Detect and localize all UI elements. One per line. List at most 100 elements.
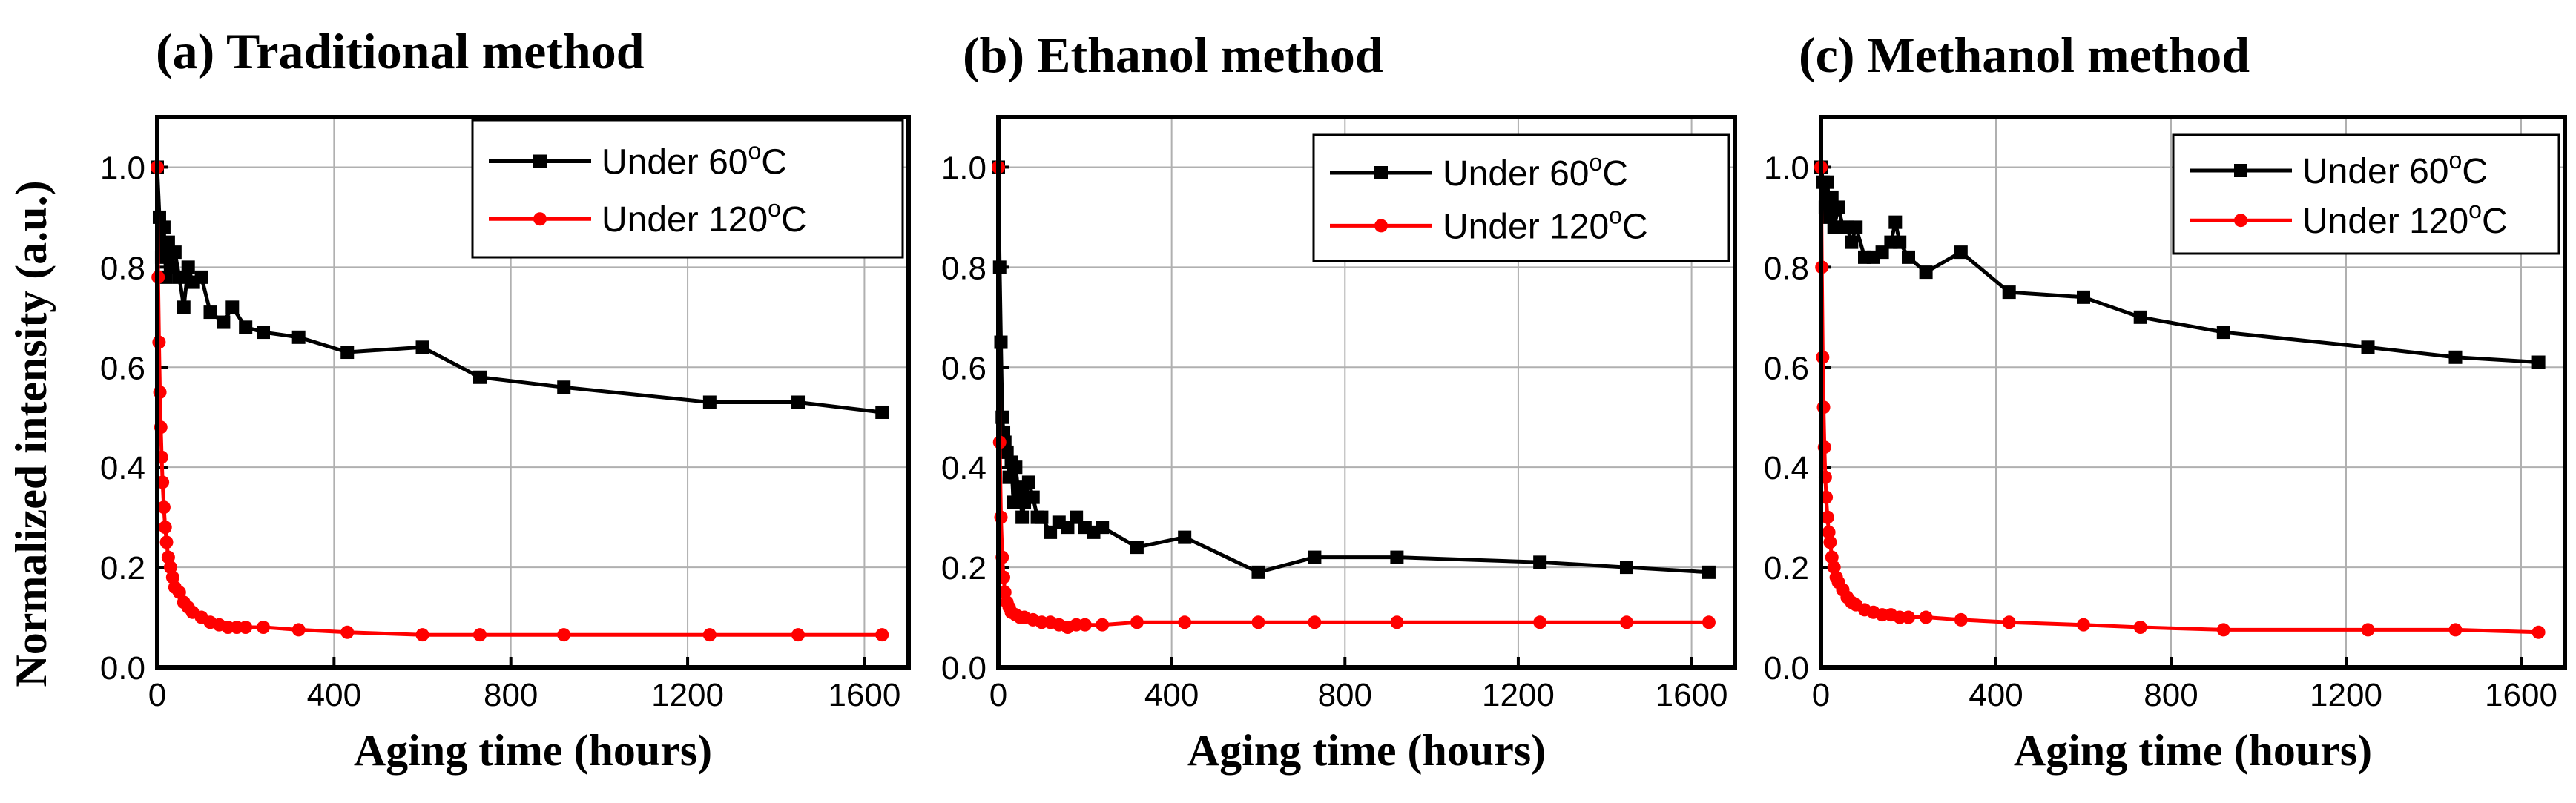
panel-a-series-1-point-14	[172, 585, 186, 599]
panel-b-series-1-point-27	[1702, 615, 1716, 629]
panel-a-series-1-point-24	[257, 621, 271, 635]
panel-b-ytick-label-3: 0.6	[941, 350, 986, 386]
panel-b-series-1-point-5	[998, 585, 1012, 599]
panel-c-series-0-point-11	[1849, 220, 1863, 234]
panel-c-legend-box	[2172, 133, 2560, 255]
panel-a-series-0-point-24	[791, 395, 806, 409]
panel-c-legend-label-0: Under 60oC	[2302, 147, 2488, 191]
panel-c-xtick-label-1: 400	[1969, 677, 2023, 713]
panel-b-xtick-label-1: 400	[1144, 677, 1199, 713]
panel-b-series-0-point-25	[1096, 521, 1110, 535]
panel-b-legend-marker-0	[1374, 166, 1388, 179]
panel-a-xtick-label-2: 800	[484, 677, 538, 713]
panel-a-series-1-point-29	[557, 628, 571, 642]
panel-a-series-1-point-32	[875, 628, 889, 642]
panel-b-series-0-point-28	[1251, 565, 1265, 579]
panel-c-legend: Under 60oC Under 120oC	[2172, 133, 2560, 255]
panel-c-series-0-point-7	[1831, 200, 1845, 214]
panel-b-ytick-label-4: 0.8	[941, 250, 986, 286]
panel-a-title: (a) Traditional method	[156, 23, 645, 79]
panel-b-series-1-point-26	[1619, 615, 1633, 629]
panel-b-xtick-label-4: 1600	[1656, 677, 1728, 713]
panel-a-frame	[155, 115, 911, 670]
panel-c-series-1-point-31	[2448, 623, 2463, 637]
panel-a-x-axis-label: Aging time (hours)	[354, 726, 712, 775]
panel-c-series-0-point-17	[1893, 235, 1907, 249]
panel-a-series-0-point-25	[875, 405, 889, 419]
panel-b-series-0-point-26	[1130, 541, 1144, 555]
panel-c-series-0-point-20	[1954, 245, 1968, 260]
panel-b-legend-marker-1	[1374, 219, 1388, 233]
panel-a-ytick-label-2: 0.4	[100, 450, 145, 486]
panel-c-ytick-label-3: 0.6	[1764, 350, 1809, 386]
panel-c-series-1-point-24	[1919, 610, 1933, 624]
panel-b-series-1-point-22	[1251, 615, 1265, 629]
panel-a-series-0-point-22	[557, 380, 571, 394]
panel-c-series-1-point-23	[1902, 610, 1915, 624]
y-axis-label: Normalized intensity (a.u.)	[7, 180, 56, 687]
panel-b-series-1-point-25	[1533, 615, 1547, 629]
panel-a-ytick-label-3: 0.6	[100, 350, 145, 386]
panel-c-series-1-point-10	[1825, 550, 1839, 564]
panel-b-series-1-point-20	[1130, 615, 1144, 629]
panel-a-legend-label-0: Under 60oC	[602, 138, 787, 182]
panel-c-frame	[1819, 115, 2567, 670]
panel-b-series-1-point-21	[1178, 615, 1192, 629]
panel-a-series-0-point-19	[340, 346, 355, 360]
panel-c-series-1-point-7	[1820, 510, 1834, 524]
panel-b-series-0-point-29	[1308, 550, 1322, 564]
panel-c-series-1-point-32	[2531, 625, 2546, 639]
panel-c-series-0-point-24	[2216, 326, 2230, 340]
panel-b-x-axis-label: Aging time (hours)	[1187, 726, 1546, 775]
panel-c-series-0-point-16	[1888, 215, 1903, 229]
panel-b: (b) Ethanol method 0.0 0.2 0.4 0.6 0.8 1.0 0 400…	[941, 27, 1737, 775]
panel-c-series-1-point-28	[2133, 621, 2147, 635]
panel-a-xtick-label-1: 400	[307, 677, 361, 713]
panel-b-legend-box	[1312, 133, 1730, 262]
panel-a-ytick-label-4: 0.8	[100, 250, 145, 286]
panel-c-series-1-point-9	[1823, 535, 1837, 549]
panel-b-xtick-label-3: 1200	[1482, 677, 1555, 713]
panel-b-legend: Under 60oC Under 120oC	[1312, 133, 1730, 262]
panel-c-series-0-point-22	[2077, 290, 2090, 304]
panel-a-series-0-point-12	[194, 270, 208, 284]
panel-b-series-0-point-27	[1178, 530, 1192, 544]
panel-a-series-0-point-23	[702, 395, 717, 409]
panel-a-series-1-point-26	[340, 625, 355, 639]
panel-a-series-1-point-12	[165, 570, 179, 584]
panel-a-series-1-point-25	[291, 623, 306, 637]
panel-b-series-0-point-32	[1619, 561, 1633, 575]
panel-c-ytick-label-2: 0.4	[1764, 450, 1809, 486]
panel-a-series-1-point-27	[415, 628, 429, 642]
panel-c-series-1-point-30	[2361, 623, 2375, 637]
panel-c-series-0-point-18	[1902, 250, 1915, 264]
panel-b-title: (b) Ethanol method	[963, 27, 1383, 83]
panel-a-series-1-point-23	[239, 621, 253, 635]
panel-c-legend-marker-0	[2234, 164, 2247, 177]
panel-c-xtick-label-2: 800	[2144, 677, 2198, 713]
panel-c-series-0-point-10	[1845, 235, 1859, 249]
panel-c-ytick-label-5: 1.0	[1764, 150, 1809, 186]
panel-b-legend-label-0: Under 60oC	[1443, 149, 1628, 194]
panel-a-series-0-point-10	[181, 260, 195, 274]
panel-a-series-1-point-9	[159, 535, 174, 549]
panel-a-ytick-label-0: 0.0	[100, 650, 145, 687]
panel-a-series-1-point-10	[161, 550, 175, 564]
panel-a-series-0-point-13	[203, 305, 217, 320]
panel-b-series-0-point-30	[1390, 550, 1404, 564]
panel-c-series-1-point-27	[2077, 618, 2090, 632]
panel-c-xtick-label-4: 1600	[2485, 677, 2557, 713]
panel-a-series-1-point-30	[702, 628, 717, 642]
panel-b-ytick-label-0: 0.0	[941, 650, 986, 687]
panel-c-series-0-point-19	[1919, 265, 1933, 280]
panel-a-series-0-point-18	[291, 330, 306, 344]
panel-b-series-0-point-13	[1015, 510, 1030, 524]
panel-a-series-1	[151, 160, 889, 642]
panel-b-ytick-label-2: 0.4	[941, 450, 986, 486]
panel-b-series-0-point-16	[1026, 490, 1040, 504]
panel-c-title: (c) Methanol method	[1799, 27, 2250, 83]
panel-b-legend-label-1: Under 120oC	[1443, 202, 1648, 246]
panel-a-series-1-point-8	[158, 521, 172, 535]
panel-a-series-0-point-20	[415, 340, 429, 354]
